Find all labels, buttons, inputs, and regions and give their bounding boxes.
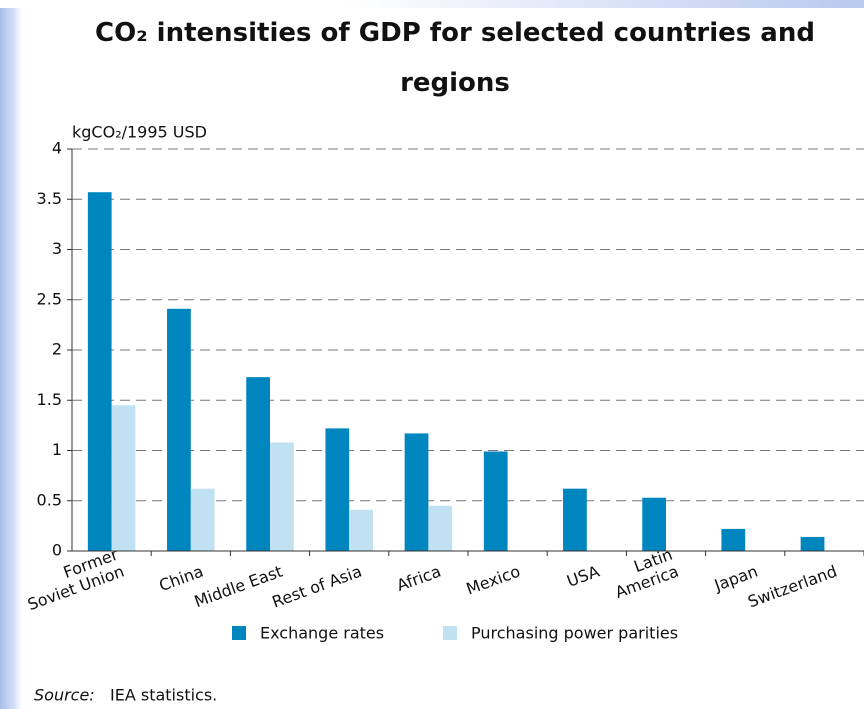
x-tick-label: Middle East xyxy=(192,561,285,610)
bar xyxy=(87,192,112,551)
bar xyxy=(800,536,825,551)
y-tick-label: 3 xyxy=(52,239,62,258)
bar xyxy=(642,497,666,551)
y-tick-label: 3.5 xyxy=(37,189,62,208)
x-tick-label: LatinAmerica xyxy=(606,544,681,601)
y-tick-label: 0 xyxy=(52,541,62,560)
bar xyxy=(111,405,136,551)
legend-label: Purchasing power parities xyxy=(471,624,678,643)
x-tick-label: Mexico xyxy=(464,561,523,598)
y-tick-label: 1 xyxy=(52,440,62,459)
legend-swatch xyxy=(443,626,457,640)
bar xyxy=(428,505,453,551)
bar xyxy=(270,442,294,551)
legend-label: Exchange rates xyxy=(260,624,384,643)
source-label: Source: xyxy=(34,686,95,705)
x-tick-label: Africa xyxy=(394,561,443,594)
source: IEA statistics. xyxy=(110,686,217,705)
y-tick-label: 0.5 xyxy=(37,490,62,509)
top-band xyxy=(0,0,864,8)
y-tick-label: 2.5 xyxy=(37,289,62,308)
x-tick-label: FormerSoviet Union xyxy=(19,544,127,614)
y-axis-label: kgCO₂/1995 USD xyxy=(72,123,207,142)
bar xyxy=(483,451,508,551)
bar xyxy=(190,488,215,551)
bar xyxy=(563,488,587,551)
bar xyxy=(721,528,746,551)
legend-swatch xyxy=(232,626,246,640)
bar xyxy=(349,509,373,551)
bar xyxy=(167,308,191,551)
x-tick-label: Switzerland xyxy=(745,561,839,611)
x-tick-label: USA xyxy=(564,561,602,590)
bar xyxy=(246,377,270,551)
chart-title: CO₂ intensities of GDP for selected coun… xyxy=(95,18,815,98)
y-tick-label: 1.5 xyxy=(37,390,62,409)
x-tick-label: Rest of Asia xyxy=(269,561,364,611)
bar xyxy=(404,433,429,551)
bar xyxy=(325,428,350,551)
y-tick-label: 2 xyxy=(52,340,62,359)
y-tick-label: 4 xyxy=(52,139,62,158)
